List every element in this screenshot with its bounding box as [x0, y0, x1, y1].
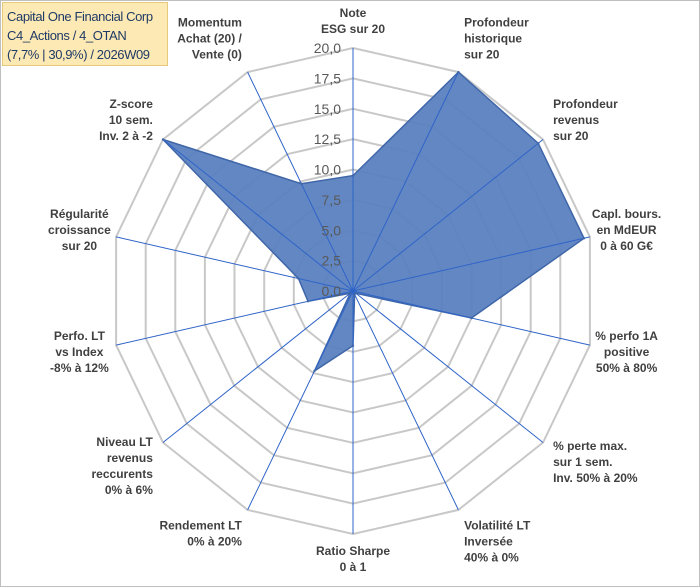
axis-spoke-9 — [247, 290, 354, 511]
data-point-2 — [457, 70, 460, 74]
radial-tick-label: 0,0 — [322, 283, 342, 299]
axis-spoke-2 — [352, 71, 459, 292]
category-label: Note ESG sur 20 — [321, 6, 385, 36]
axis-spoke-10 — [162, 290, 354, 443]
category-label: Volatilité LT Inversée 40% à 0% — [464, 519, 531, 565]
data-point-5 — [470, 316, 473, 320]
title-line-2: C4_Actions / 4_OTAN — [7, 28, 127, 43]
title-line-1: Capital One Financial Corp — [7, 9, 153, 24]
data-point-10 — [349, 292, 352, 295]
category-label: % perte max. sur 1 sem. Inv. 50% à 20% — [553, 439, 638, 485]
category-label: Momentum Achat (20) / Vente (0) — [177, 15, 242, 61]
category-label: Régularité croissance sur 20 — [48, 207, 111, 253]
radial-tick-label: 20,0 — [314, 40, 341, 56]
radial-tick-label: 5,0 — [322, 222, 342, 238]
data-point-13 — [161, 138, 165, 141]
title-line-3: (7,7% | 30,9%) / 2026W09 — [7, 47, 150, 62]
category-label: Profondeur revenus sur 20 — [553, 97, 618, 143]
axis-spoke-11 — [115, 290, 354, 346]
axis-spoke-12 — [115, 236, 354, 292]
radial-tick-label: 12,5 — [314, 131, 341, 147]
category-label: Perfo. LT vs Index -8% à 12% — [50, 329, 109, 375]
radial-tick-label: 7,5 — [322, 192, 342, 208]
axis-spoke-6 — [352, 290, 544, 443]
radial-tick-label: 15,0 — [314, 101, 341, 117]
data-point-9 — [313, 369, 316, 373]
category-label: Ratio Sharpe 0 à 1 — [316, 544, 390, 574]
category-label: Capl. bours. en MdEUR 0 à 60 G€ — [592, 207, 661, 253]
axis-spoke-7 — [352, 290, 459, 511]
category-label: Rendement LT 0% à 20% — [159, 519, 242, 549]
category-label: Niveau LT revenus reccurents 0% à 6% — [92, 435, 154, 497]
data-point-4 — [582, 237, 586, 240]
category-label: % perfo 1A positive 50% à 80% — [595, 329, 658, 375]
axis-spoke-3 — [352, 139, 544, 292]
radial-tick-label: 10,0 — [314, 162, 341, 178]
category-label: Z-score 10 sem. Inv. 2 à -2 — [99, 97, 153, 143]
data-point-7 — [353, 293, 356, 296]
radial-tick-label: 2,5 — [322, 253, 342, 269]
data-point-12 — [297, 277, 300, 280]
radial-tick-label: 17,5 — [314, 70, 341, 86]
data-point-8 — [351, 344, 355, 347]
data-series-area — [162, 71, 585, 373]
axis-spoke-14 — [247, 71, 354, 292]
data-point-11 — [306, 300, 310, 303]
axis-spoke-13 — [162, 139, 354, 292]
data-point-3 — [537, 142, 540, 145]
axis-spoke-4 — [352, 236, 591, 292]
data-point-14 — [300, 182, 303, 185]
category-label: Profondeur historique sur 20 — [464, 15, 529, 61]
data-point-1 — [351, 174, 355, 177]
title-box: Capital One Financial Corp C4_Actions / … — [2, 2, 168, 66]
